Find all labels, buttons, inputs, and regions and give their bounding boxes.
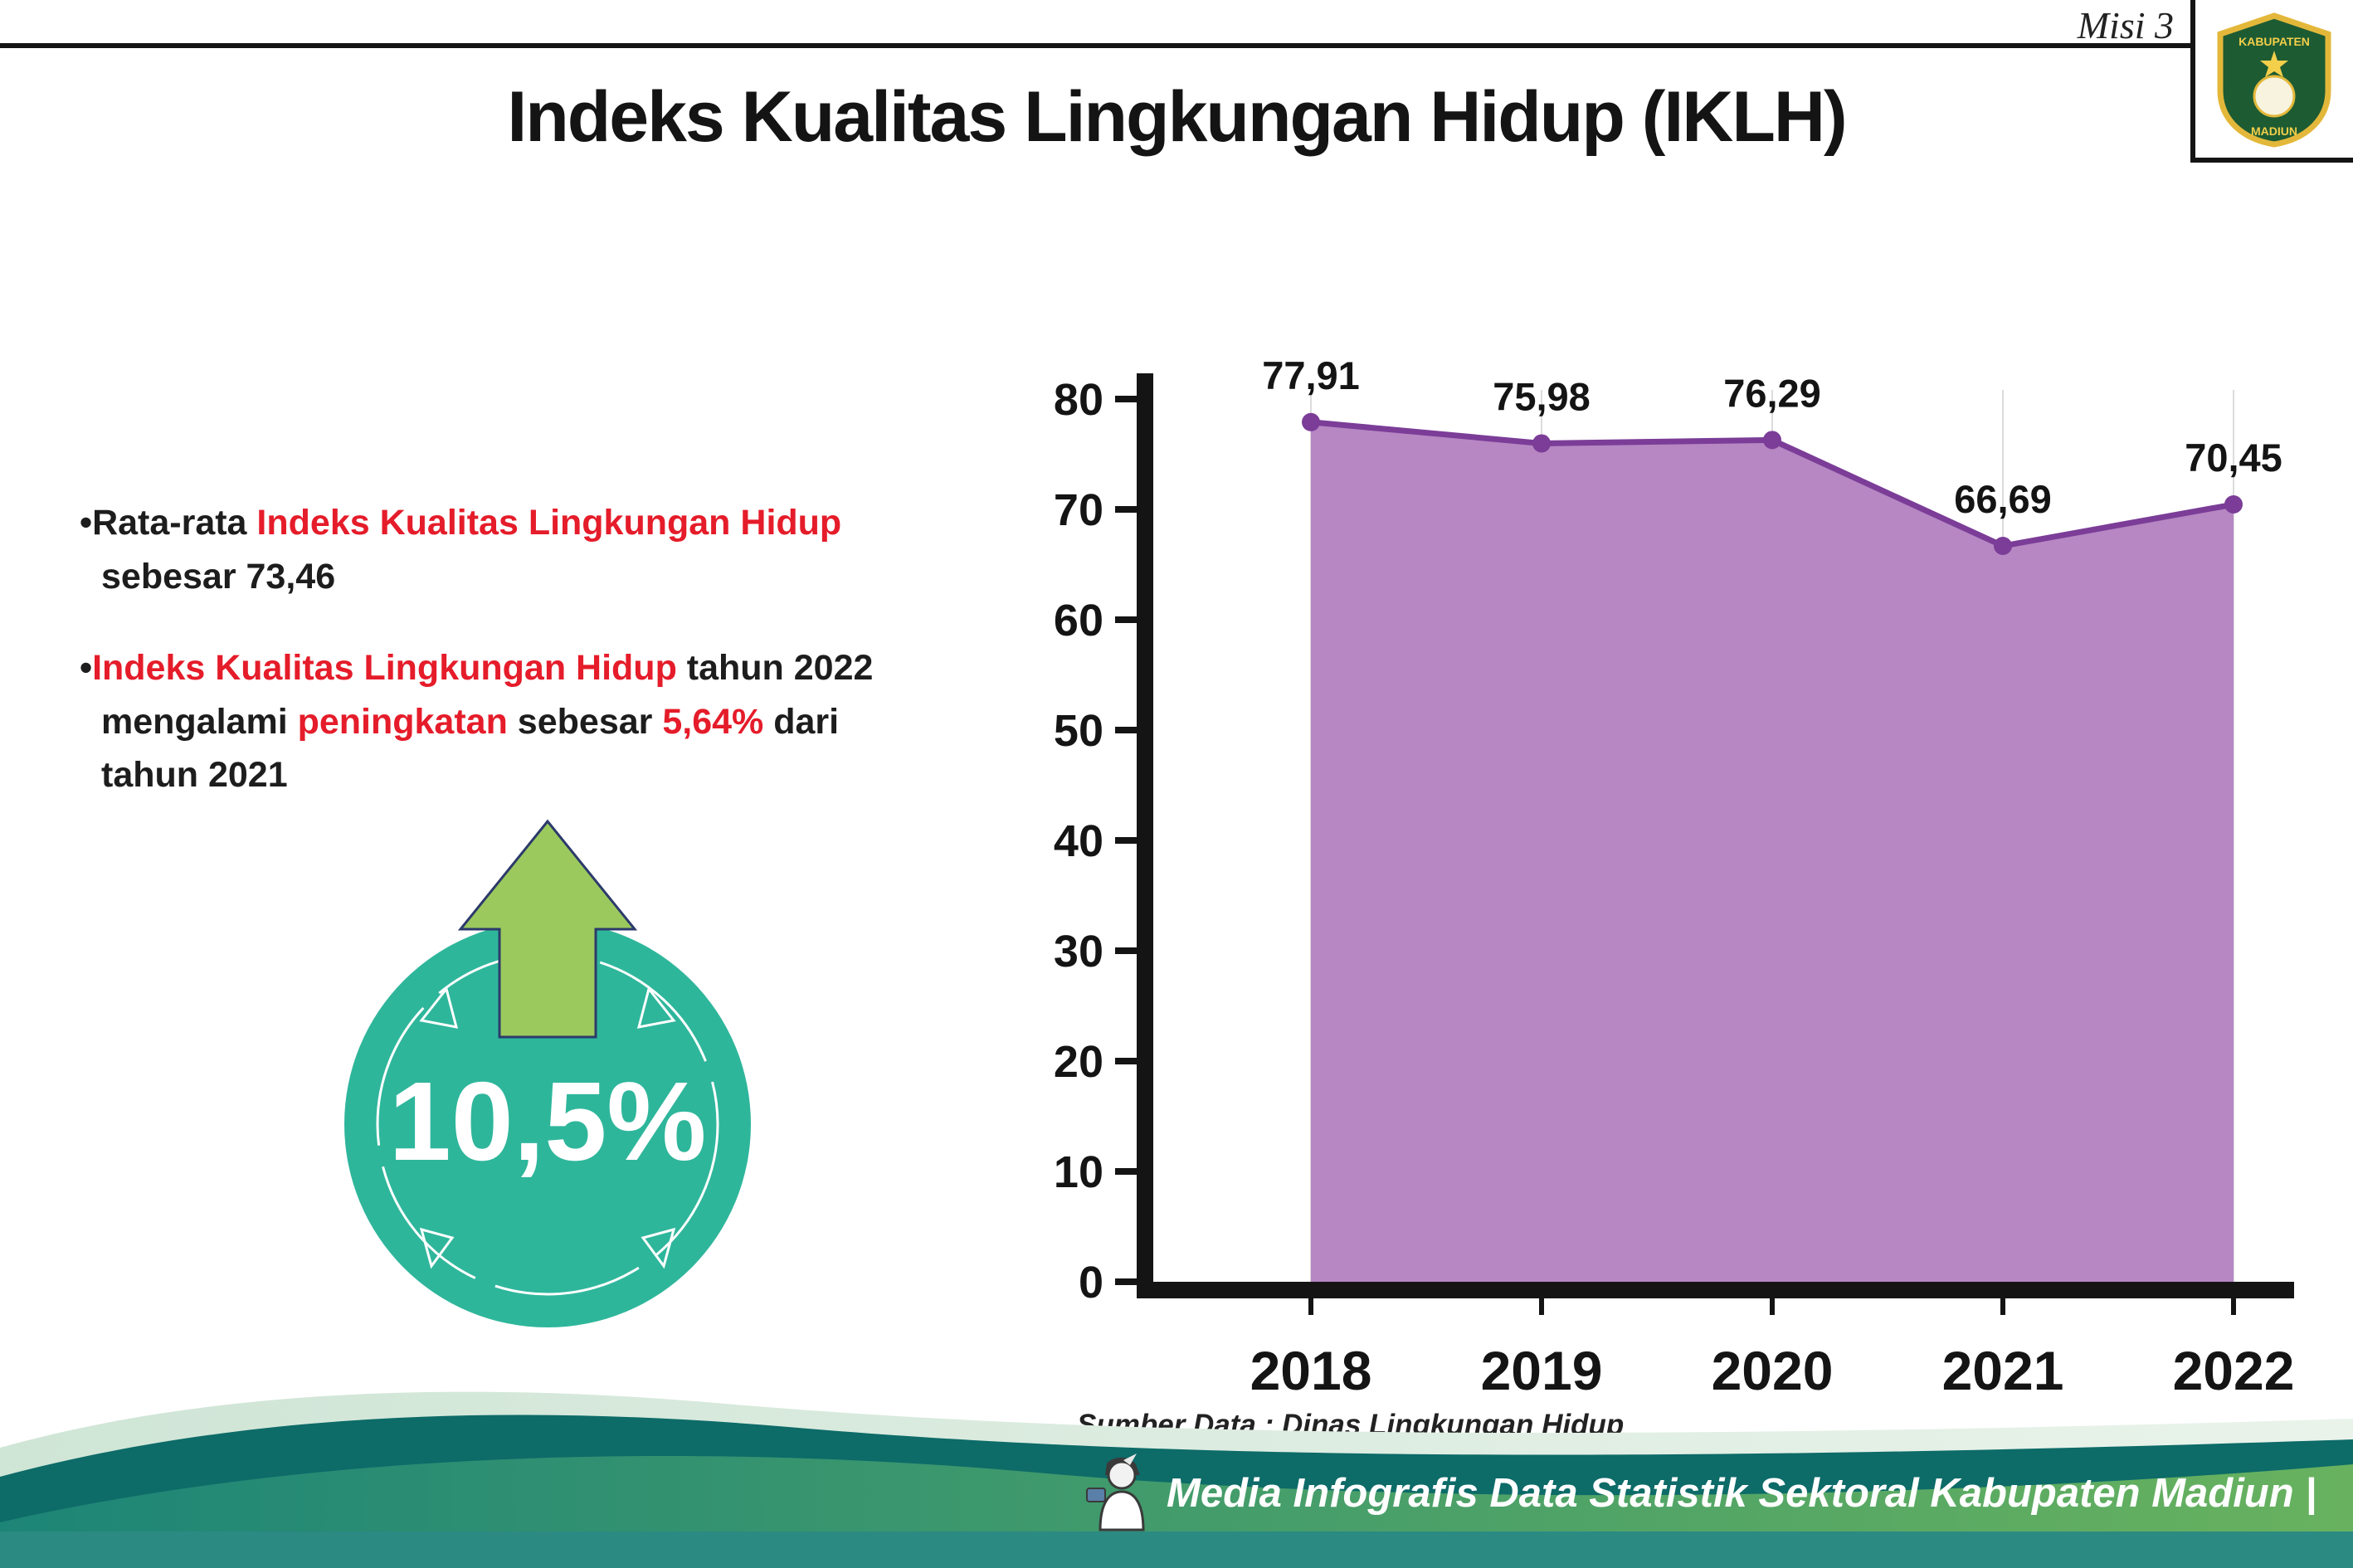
svg-text:20: 20 bbox=[1054, 1037, 1103, 1087]
svg-text:40: 40 bbox=[1054, 816, 1103, 866]
svg-text:75,98: 75,98 bbox=[1493, 374, 1591, 418]
bullet2-black3: sebesar bbox=[507, 701, 663, 742]
badge-value: 10,5% bbox=[389, 1059, 707, 1184]
svg-text:66,69: 66,69 bbox=[1954, 477, 2052, 521]
bullet1-line2: sebesar 73,46 bbox=[101, 556, 336, 597]
summary-text: •Rata-rata Indeks Kualitas Lingkungan Hi… bbox=[80, 496, 1034, 802]
bullet1-line1: •Rata-rata Indeks Kualitas Lingkungan Hi… bbox=[80, 496, 1034, 550]
svg-text:70,45: 70,45 bbox=[2185, 436, 2282, 480]
logo-text-top: KABUPATEN bbox=[2239, 35, 2310, 48]
svg-text:70: 70 bbox=[1054, 485, 1103, 535]
up-arrow-icon bbox=[457, 819, 638, 1039]
bullet1-black1: Rata-rata bbox=[92, 503, 257, 543]
footer-credit-text: Media Infografis Data Statistik Sektoral… bbox=[1167, 1471, 2316, 1516]
bullet2-red3: 5,64% bbox=[662, 701, 764, 742]
bullet-dot: • bbox=[80, 503, 93, 543]
bullet-increase-2022: •Indeks Kualitas Lingkungan Hidup tahun … bbox=[80, 641, 1034, 802]
bullet2-black2: mengalami bbox=[101, 701, 298, 742]
mascot-icon bbox=[1086, 1454, 1145, 1531]
bullet2-line1: •Indeks Kualitas Lingkungan Hidup tahun … bbox=[80, 641, 1034, 695]
svg-text:30: 30 bbox=[1054, 927, 1103, 976]
bullet2-line3: tahun 2021 bbox=[101, 755, 288, 795]
bullet2-red2: peningkatan bbox=[297, 701, 508, 742]
badge-tick-icon bbox=[636, 986, 676, 1029]
header-rule bbox=[0, 43, 2195, 48]
footer-bottom-band bbox=[0, 1531, 2353, 1568]
bullet2-black1: tahun 2022 bbox=[676, 648, 874, 688]
badge-circle bbox=[344, 921, 751, 1327]
bullet-average-iklh: •Rata-rata Indeks Kualitas Lingkungan Hi… bbox=[80, 496, 1034, 603]
bullet1-red1: Indeks Kualitas Lingkungan Hidup bbox=[256, 503, 842, 543]
svg-text:0: 0 bbox=[1079, 1258, 1103, 1307]
increase-badge: 10,5% bbox=[344, 819, 751, 1327]
footer-wave-decoration bbox=[0, 1391, 2353, 1568]
svg-text:77,91: 77,91 bbox=[1262, 353, 1360, 397]
bullet2-red1: Indeks Kualitas Lingkungan Hidup bbox=[92, 648, 677, 688]
badge-tick-icon bbox=[641, 1227, 676, 1269]
svg-text:10: 10 bbox=[1054, 1147, 1103, 1197]
bullet2-line2: mengalami peningkatan sebesar 5,64% dari bbox=[80, 695, 1034, 749]
svg-text:76,29: 76,29 bbox=[1723, 371, 1821, 415]
kabupaten-madiun-logo: KABUPATEN MADIUN bbox=[2217, 12, 2331, 148]
footer-credit: Media Infografis Data Statistik Sektoral… bbox=[1082, 1454, 2316, 1533]
logo-star-icon bbox=[2260, 50, 2288, 77]
misi-label: Misi 3 bbox=[2077, 4, 2174, 46]
svg-text:60: 60 bbox=[1054, 596, 1103, 645]
bullet-dot: • bbox=[80, 648, 93, 688]
bullet2-black4: dari bbox=[763, 701, 840, 742]
logo-frame: KABUPATEN MADIUN bbox=[2190, 0, 2353, 163]
logo-emblem bbox=[2253, 75, 2296, 117]
badge-tick-icon bbox=[419, 1227, 455, 1269]
page-title: Indeks Kualitas Lingkungan Hidup (IKLH) bbox=[507, 77, 1847, 157]
svg-text:50: 50 bbox=[1054, 706, 1103, 756]
logo-text-bottom: MADIUN bbox=[2251, 124, 2297, 138]
svg-text:80: 80 bbox=[1054, 375, 1103, 425]
badge-tick-icon bbox=[419, 986, 459, 1029]
